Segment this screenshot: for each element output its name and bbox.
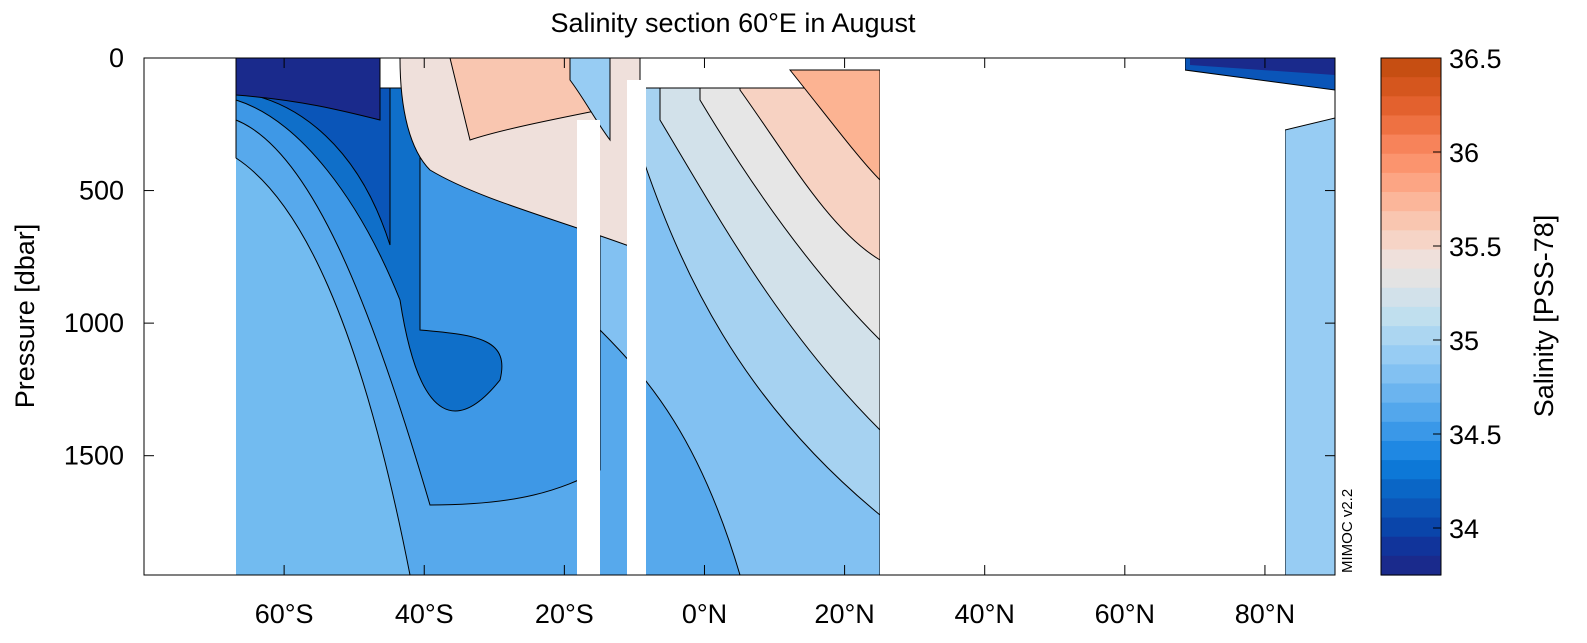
colorbar-tick-label: 35: [1449, 326, 1479, 356]
colorbar-tick-label: 36.5: [1449, 44, 1502, 74]
colorbar-swatch: [1381, 536, 1441, 557]
colorbar-swatch: [1381, 364, 1441, 385]
y-axis-label: Pressure [dbar]: [10, 224, 40, 409]
colorbar-swatch: [1381, 115, 1441, 136]
colorbar-swatch: [1381, 58, 1441, 78]
colorbar-tick-label: 35.5: [1449, 232, 1502, 262]
x-axis: 60°S 40°S 20°S 0°N 20°N 40°N 60°N 80°N: [255, 58, 1295, 629]
arctic-deep: [1284, 117, 1335, 575]
contour-band-33-8: [235, 58, 381, 121]
contour-band-35-7: [788, 69, 881, 182]
watermark: MIMOC v2.2: [1339, 489, 1356, 573]
colorbar-label: Salinity [PSS-78]: [1529, 215, 1559, 418]
colorbar-swatch: [1381, 192, 1441, 212]
arctic-surface-dark: [1190, 58, 1335, 75]
colorbar-swatch: [1381, 211, 1441, 231]
x-tick-label: 40°N: [955, 599, 1015, 629]
data-gaps: [144, 58, 1285, 575]
gap-ridge-12s: [627, 80, 646, 575]
gap-southern-boundary: [144, 58, 232, 575]
x-tick-label: 0°N: [682, 599, 727, 629]
colorbar-swatch: [1381, 326, 1441, 346]
x-tick-label: 60°N: [1095, 599, 1155, 629]
colorbar-ticks: 34 34.5 35 35.5 36 36.5: [1433, 44, 1502, 544]
colorbar-swatch: [1381, 479, 1441, 500]
colorbar-swatch: [1381, 287, 1441, 308]
plot-frame: [143, 57, 1336, 576]
y-tick-label: 1000: [64, 308, 124, 338]
colorbar: [1380, 57, 1442, 576]
chart-title: Salinity section 60°E in August: [550, 8, 916, 38]
colorbar-swatch: [1381, 460, 1441, 480]
colorbar-swatch: [1381, 440, 1441, 461]
colorbar-swatch: [1381, 345, 1441, 365]
x-tick-label: 80°N: [1235, 599, 1295, 629]
salinity-contour-field: [235, 58, 1335, 575]
colorbar-tick-label: 34.5: [1449, 420, 1502, 450]
x-tick-label: 60°S: [255, 599, 314, 629]
gap-arctic-west: [1185, 105, 1285, 575]
colorbar-swatch: [1381, 421, 1441, 442]
y-tick-label: 0: [109, 43, 124, 73]
colorbar-swatch: [1381, 517, 1441, 538]
colorbar-swatch: [1381, 498, 1441, 519]
colorbar-swatch: [1381, 134, 1441, 155]
colorbar-swatch: [1381, 555, 1441, 576]
colorbar-swatch: [1381, 77, 1441, 97]
colorbar-frame: [1380, 57, 1442, 576]
colorbar-swatch: [1381, 268, 1441, 289]
gap-ridge-18s: [577, 120, 600, 575]
y-tick-label: 500: [79, 176, 124, 206]
x-tick-label: 20°N: [814, 599, 874, 629]
colorbar-swatch: [1381, 249, 1441, 270]
colorbar-swatch: [1381, 153, 1441, 174]
y-axis: 0 500 1000 1500: [64, 43, 1335, 471]
gap-land-mid: [880, 58, 1185, 575]
contour-band-34-8-equator: [569, 58, 611, 142]
colorbar-swatch: [1381, 383, 1441, 404]
colorbar-swatch: [1381, 402, 1441, 423]
colorbar-swatch: [1381, 96, 1441, 117]
contour-band-34-0: [235, 87, 391, 246]
x-tick-label: 40°S: [395, 599, 454, 629]
colorbar-swatch: [1381, 172, 1441, 193]
colorbar-tick-label: 36: [1449, 138, 1479, 168]
y-tick-label: 1500: [64, 441, 124, 471]
colorbar-swatch: [1381, 306, 1441, 327]
colorbar-tick-label: 34: [1449, 514, 1479, 544]
x-tick-label: 20°S: [535, 599, 594, 629]
colorbar-swatch: [1381, 230, 1441, 251]
